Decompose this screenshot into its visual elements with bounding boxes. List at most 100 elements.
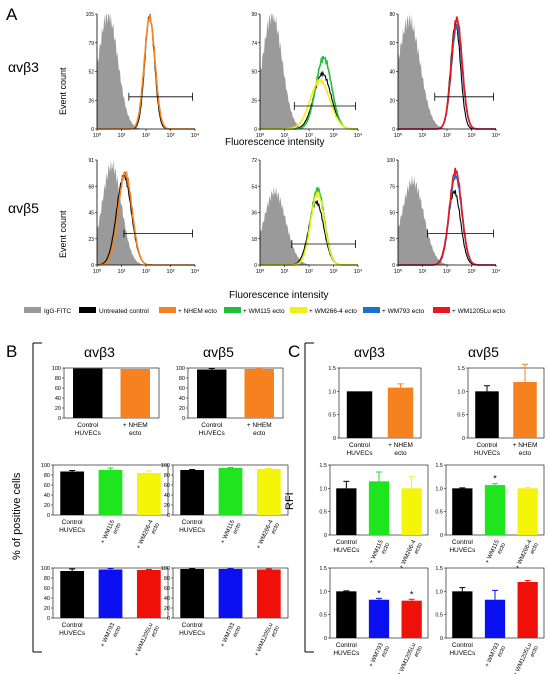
bar: [60, 571, 85, 618]
histogram-y-tick-label: 0: [254, 263, 257, 269]
bar-y-tick-label: 40: [44, 493, 50, 499]
bar: [98, 470, 123, 515]
a-xlabel-row2: Fluorescence intensity: [229, 290, 329, 301]
bar-category-label: + NHEM ecto: [123, 422, 148, 437]
histogram-y-tick-label: 105: [86, 12, 95, 18]
bar-chart-4: 0 20 40 60 80 100 Control HUVECs + WM115ecto + WM…: [161, 463, 289, 553]
histogram-y-tick-label: 36: [251, 211, 257, 217]
bar-category-label: + WM793ecto: [220, 622, 243, 652]
bar-category-label: + WM266-4ecto: [136, 519, 161, 553]
bar-category-label-line: ecto: [232, 522, 243, 535]
histogram-y-tick-label: 50: [389, 211, 395, 217]
bar: [197, 369, 227, 418]
bar-y-tick-label: 1.5: [457, 366, 465, 372]
histogram-x-tick-label: 10²: [443, 269, 451, 275]
bar-y-tick-label: 1.0: [319, 486, 327, 492]
bar-category-label: + NHEM ecto: [388, 442, 413, 457]
bar-category-label-line: ecto: [497, 542, 508, 555]
bar-y-tick-label: 1.0: [328, 389, 336, 395]
histogram-y-tick-label: 0: [392, 263, 395, 269]
histogram-y-tick-label: 40: [389, 70, 395, 76]
bar-y-tick-label: 80: [44, 576, 50, 582]
bar-y-tick-label: 40: [179, 396, 185, 402]
bar-y-tick-label: 0: [58, 416, 61, 422]
bar-category-label: + WM1205Luecto: [254, 622, 281, 661]
bar-y-tick-label: 0: [167, 616, 170, 622]
significance-star: *: [410, 589, 414, 599]
histogram-x-tick-label: 10⁰: [256, 268, 265, 275]
bar: [218, 569, 243, 618]
bar-y-tick-label: 20: [55, 406, 61, 412]
bar-category-label-line: ecto: [381, 542, 392, 555]
histogram-y-tick-label: 25: [389, 237, 395, 243]
bar-category-label: + WM1205Luecto: [134, 622, 161, 661]
histogram-x-tick-label: 10¹: [118, 269, 126, 275]
a-ylabel-row2: Event count: [58, 210, 68, 258]
bar-y-tick-label: 1.5: [435, 566, 443, 572]
bar: [452, 591, 473, 638]
legend-label-nhem: + NHEM ecto: [178, 308, 217, 315]
bar-category-label-line: Control: [349, 442, 371, 449]
bar-chart-frame: [338, 367, 422, 439]
bar-category-label-line: HUVECs: [179, 527, 206, 534]
bar-category-label: Control HUVECs: [449, 539, 476, 554]
bar-category-label-line: Control: [477, 442, 499, 449]
bar-category-label-line: HUVECs: [346, 450, 373, 457]
histogram-y-tick-label: 72: [251, 158, 257, 164]
bar: [387, 387, 414, 438]
histogram-igg-area: [398, 14, 496, 129]
histogram-y-tick-label: 26: [88, 98, 94, 104]
bar-category-label: + WM115ecto: [485, 539, 508, 568]
bar-category-label: + WM266-4ecto: [256, 519, 281, 553]
bar: [336, 488, 357, 535]
legend: IgG-FITC Untreated control + NHEM ecto +…: [24, 307, 505, 315]
bar-y-tick-label: 20: [179, 406, 185, 412]
bar-y-tick-label: 0.5: [319, 613, 327, 619]
bar: [484, 599, 506, 638]
bar-y-tick-label: 0.5: [457, 413, 465, 419]
histogram-y-tick-label: 80: [389, 12, 395, 18]
legend-label-wm115: + WM115 ecto: [243, 308, 285, 315]
bar-category-label-line: Control: [182, 622, 204, 629]
bar-chart-11: 0 0.5 1.0 1.5 Control HUVECs * + WM793ecto * + WM…: [319, 566, 429, 674]
histogram-x-tick-label: 10⁰: [394, 268, 403, 275]
bar-category-label-line: + WM266-4: [256, 519, 275, 550]
bar-y-tick-label: 1.0: [319, 589, 327, 595]
histogram-x-tick-label: 10⁴: [354, 268, 363, 275]
bar-y-tick-label: 0.5: [319, 510, 327, 516]
bar-category-label-line: HUVECs: [199, 430, 226, 437]
bar-category-label: Control HUVECs: [59, 519, 86, 534]
bar: [346, 391, 373, 438]
histogram-y-tick-label: 18: [251, 237, 257, 243]
bar-category-label-line: Control: [77, 422, 99, 429]
bar-y-tick-label: 20: [44, 606, 50, 612]
bar-category-label: + WM793ecto: [368, 642, 391, 672]
bar-category-label-line: Control: [201, 422, 223, 429]
histogram-y-tick-label: 60: [389, 41, 395, 47]
histogram-panel-5: 0 18 36 54 72 10⁰ 10¹ 10² 10³ 10⁴: [251, 158, 362, 275]
bar-y-tick-label: 40: [164, 493, 170, 499]
bar-category-label-line: HUVECs: [179, 630, 206, 637]
bar-category-label-line: HUVECs: [333, 650, 360, 657]
histogram-y-tick-label: 50: [251, 70, 257, 76]
bar-y-tick-label: 0.5: [435, 510, 443, 516]
bar-y-tick-label: 60: [44, 586, 50, 592]
bar-category-label: Control HUVECs: [346, 442, 373, 457]
bar-category-label: + WM115ecto: [369, 539, 392, 568]
histogram-y-tick-label: 0: [91, 263, 94, 269]
bar: [401, 600, 422, 638]
histogram-y-tick-label: 68: [88, 184, 94, 190]
bar-category-label-line: + NHEM: [247, 422, 272, 429]
bar-category-label-line: Control: [452, 539, 474, 546]
bar-category-label: + WM115ecto: [220, 519, 243, 548]
histogram-x-tick-label: 10¹: [419, 133, 427, 139]
bar: [513, 382, 537, 438]
bar-category-label-line: + NHEM: [513, 442, 538, 449]
histogram-y-tick-label: 100: [387, 158, 396, 164]
bar-category-label: + WM793ecto: [100, 622, 123, 652]
bar-category-label-line: Control: [62, 622, 84, 629]
bar-y-tick-label: 0.5: [435, 613, 443, 619]
bar-category-label-line: HUVECs: [449, 547, 476, 554]
bar-y-tick-label: 1.5: [328, 366, 336, 372]
bar-category-label-line: HUVECs: [333, 547, 360, 554]
